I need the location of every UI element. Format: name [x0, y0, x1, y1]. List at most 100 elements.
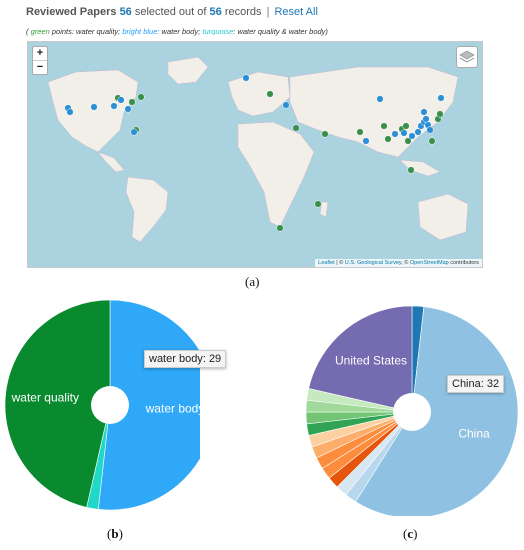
attribution-contributors: contributors	[450, 260, 479, 266]
map-point[interactable]	[428, 137, 436, 145]
pie-label: water body	[145, 402, 200, 416]
tooltip-sep: :	[202, 353, 206, 365]
map-point[interactable]	[66, 108, 74, 116]
page-title: Reviewed Papers	[26, 6, 117, 18]
pie-chart-country: China United States	[305, 305, 519, 516]
land-south-america	[125, 176, 169, 243]
caption-c: (c)	[403, 526, 417, 542]
map-point[interactable]	[420, 108, 428, 116]
attribution-copy-2: ©	[404, 260, 409, 266]
legend-note: ( green points: water quality; bright bl…	[26, 27, 328, 36]
map-point[interactable]	[400, 129, 408, 137]
tooltip-china: China: 32	[447, 375, 505, 393]
legend-blue: bright blue	[122, 27, 158, 36]
pie-label: water quality	[11, 391, 79, 405]
pie-label: China	[458, 427, 490, 441]
selected-text: selected out of	[134, 6, 207, 18]
land-central-america	[97, 151, 125, 173]
map-point[interactable]	[391, 130, 399, 138]
map-point[interactable]	[356, 128, 364, 136]
map-attribution: Leaflet | © U.S. Geological Survey, © Op…	[315, 259, 482, 267]
pie-slice-united-states[interactable]	[308, 305, 413, 413]
legend-turq-desc: : water quality & water body)	[233, 27, 328, 36]
map-point[interactable]	[380, 122, 388, 130]
pie-slice-china[interactable]	[355, 306, 519, 516]
tooltip-sep: :	[480, 378, 484, 390]
map-point[interactable]	[437, 94, 445, 102]
map-point[interactable]	[90, 103, 98, 111]
map-point[interactable]	[266, 90, 274, 98]
tooltip-label: China	[452, 378, 481, 390]
map-point[interactable]	[292, 124, 300, 132]
pie-hole	[393, 393, 431, 431]
caption-c-open: (	[403, 526, 408, 541]
map-canvas	[47, 56, 469, 243]
attribution-sep: |	[336, 260, 338, 266]
map-point[interactable]	[314, 200, 322, 208]
legend-open: (	[26, 27, 29, 36]
layers-button[interactable]	[456, 46, 478, 68]
leaflet-link[interactable]: Leaflet	[318, 260, 335, 266]
caption-b-open: (	[107, 526, 112, 541]
map-point[interactable]	[422, 115, 430, 123]
zoom-out-button[interactable]: −	[33, 60, 47, 74]
attribution-comma: ,	[401, 260, 403, 266]
header: Reviewed Papers 56 selected out of 56 re…	[26, 6, 318, 18]
map-point[interactable]	[362, 137, 370, 145]
reset-all-link[interactable]: Reset All	[274, 6, 318, 18]
map-point[interactable]	[321, 130, 329, 138]
zoom-control: + −	[32, 46, 48, 75]
legend-turq: turquoise	[202, 27, 234, 36]
map-point[interactable]	[282, 101, 290, 109]
usgs-link[interactable]: U.S. Geological Survey	[344, 260, 402, 266]
land-australia	[417, 193, 469, 241]
land-africa	[237, 121, 315, 228]
map-point[interactable]	[407, 166, 415, 174]
caption-c-close: )	[413, 526, 418, 541]
map-point[interactable]	[402, 122, 410, 130]
map-point[interactable]	[110, 102, 118, 110]
zoom-in-button[interactable]: +	[36, 47, 44, 59]
map-point[interactable]	[436, 110, 444, 118]
map-point[interactable]	[426, 126, 434, 134]
caption-c-letter: c	[407, 526, 414, 541]
legend-blue-desc: : water body;	[157, 27, 201, 36]
caption-b: (b)	[107, 526, 123, 542]
caption-a: (a)	[245, 274, 260, 289]
map-point[interactable]	[384, 135, 392, 143]
pie-hole	[91, 386, 129, 424]
map-point[interactable]	[117, 96, 125, 104]
selected-count: 56	[119, 6, 132, 18]
map-point[interactable]	[276, 224, 284, 232]
pie-chart-topic: water body water quality	[4, 299, 200, 511]
land-europe	[227, 71, 291, 117]
map-point[interactable]	[124, 105, 132, 113]
land-greenland	[167, 56, 209, 85]
map-point[interactable]	[414, 128, 422, 136]
map-point[interactable]	[242, 74, 250, 82]
legend-green-desc: points: water quality;	[51, 27, 121, 36]
land-southeast-asia	[399, 159, 441, 177]
map-point[interactable]	[376, 95, 384, 103]
pie-slice-water-quality[interactable]	[4, 299, 111, 508]
land-madagascar	[319, 201, 329, 218]
map-points-layer	[64, 74, 445, 232]
map-point[interactable]	[128, 98, 136, 106]
tooltip-value: 29	[208, 353, 222, 365]
osm-link[interactable]: OpenStreetMap	[409, 260, 449, 266]
legend-green: green	[30, 27, 50, 36]
map-point[interactable]	[404, 137, 412, 145]
land-layer	[47, 56, 469, 243]
total-count: 56	[209, 6, 222, 18]
world-map[interactable]: + − Leaflet | © U.S. Geological Survey, …	[27, 41, 483, 268]
tooltip-label: water body	[149, 353, 203, 365]
map-point[interactable]	[130, 128, 138, 136]
records-text: records	[224, 6, 262, 18]
map-point[interactable]	[137, 93, 145, 101]
attribution-copy-1: ©	[339, 260, 344, 266]
layers-icon	[459, 50, 475, 63]
land-north-america	[47, 69, 139, 153]
header-separator: |	[266, 6, 270, 18]
map-point[interactable]	[408, 132, 416, 140]
caption-b-letter: b	[111, 526, 119, 541]
